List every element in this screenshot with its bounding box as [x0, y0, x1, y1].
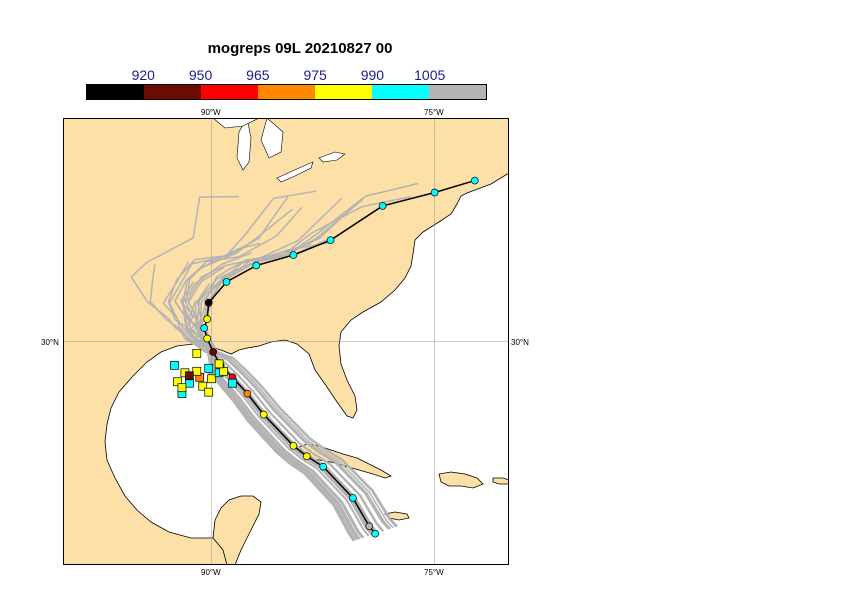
track-point [302, 452, 311, 461]
track-point [326, 236, 335, 245]
landfall-marker [228, 378, 237, 388]
map-frame [63, 118, 509, 565]
colorbar-swatch-6 [429, 85, 486, 99]
landfall-marker [204, 363, 214, 373]
colorbar-swatch-1 [144, 85, 201, 99]
colorbar-swatch-4 [315, 85, 372, 99]
lon-label-bottom-75w: 75°W [424, 568, 444, 577]
track-point [259, 410, 268, 419]
track-point [470, 176, 479, 185]
track-point [319, 462, 328, 471]
landfall-marker [170, 360, 179, 370]
lake-superior [212, 118, 260, 129]
track-point [371, 529, 380, 538]
colorbar-tick-label-3: 975 [303, 67, 327, 83]
main-track-line [203, 179, 476, 535]
landfall-marker [207, 374, 217, 384]
great-lakes [212, 118, 346, 183]
landfall-marker [173, 377, 182, 387]
landfall-marker [185, 378, 194, 388]
lon-label-top-75w: 75°W [424, 108, 444, 117]
north-america-land [63, 118, 509, 565]
track-point [203, 315, 212, 323]
track-map[interactable] [63, 118, 509, 565]
colorbar-tick-label-0: 920 [131, 67, 155, 83]
lat-label-left-30n: 30°N [41, 338, 59, 347]
ensemble-track [207, 351, 358, 541]
puerto-rico-land [492, 477, 509, 485]
track-point [204, 298, 213, 307]
colorbar-swatch-0 [87, 85, 144, 99]
lake-erie [276, 161, 314, 183]
track-point [200, 324, 209, 332]
landfall-marker [214, 359, 224, 369]
track-point [365, 522, 374, 531]
landfall-marker [204, 387, 214, 397]
track-point [203, 334, 212, 343]
track-point [252, 261, 261, 270]
lon-label-top-90w: 90°W [201, 108, 221, 117]
track-point [289, 251, 298, 259]
colorbar-tick-label-5: 1005 [414, 67, 446, 83]
landfall-marker [185, 371, 194, 381]
ensemble-track [210, 350, 397, 528]
landfall-markers [170, 349, 237, 398]
lake-michigan [236, 118, 252, 171]
track-point [222, 278, 231, 286]
hispaniola-land [438, 471, 484, 489]
colorbar-swatch-5 [372, 85, 429, 99]
landfall-marker [177, 383, 187, 393]
lake-huron [260, 118, 284, 159]
track-point [430, 188, 439, 197]
track-point [209, 348, 218, 356]
track-point [243, 389, 252, 398]
colorbar-swatch-2 [201, 85, 258, 99]
ensemble-track [199, 241, 399, 527]
landfall-marker [192, 349, 202, 358]
track-point [289, 441, 298, 450]
lake-ontario [318, 151, 346, 163]
landfall-marker [219, 366, 228, 376]
colorbar-tick-label-2: 965 [246, 67, 270, 83]
ensemble-track [206, 351, 365, 539]
landfall-marker [192, 366, 202, 376]
lon-label-bottom-90w: 90°W [201, 568, 221, 577]
lat-label-right-30n: 30°N [511, 338, 529, 347]
ensemble-track [149, 264, 385, 532]
track-point [349, 494, 357, 502]
landfall-marker [198, 381, 208, 391]
chart-title: mogreps 09L 20210827 00 [207, 40, 393, 57]
pressure-colorbar [86, 84, 487, 100]
track-point [378, 202, 387, 210]
colorbar-tick-label-4: 990 [360, 67, 385, 83]
yucatan-land [212, 495, 262, 565]
colorbar-tick-label-1: 950 [188, 67, 213, 83]
colorbar-swatch-3 [258, 85, 315, 99]
